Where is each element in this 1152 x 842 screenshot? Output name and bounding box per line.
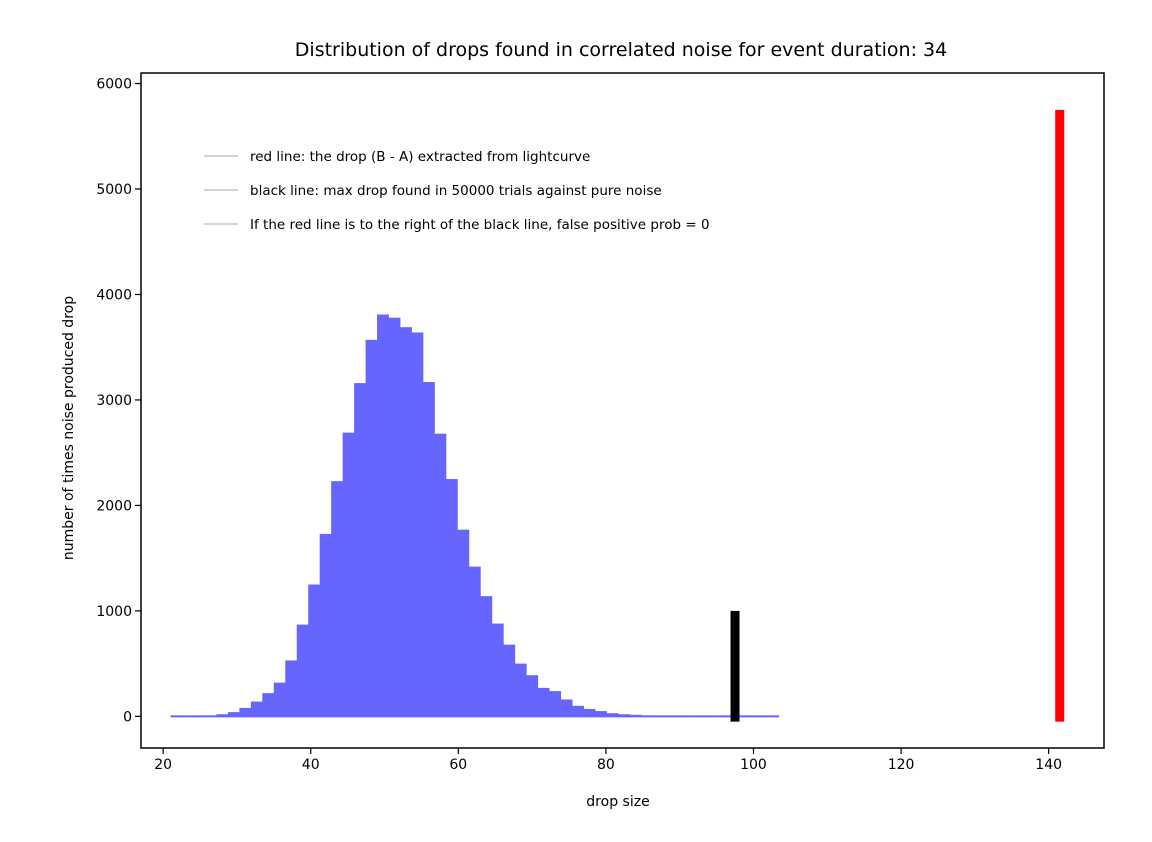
y-tick-label: 2000 (96, 498, 132, 514)
y-tick-label: 3000 (96, 393, 132, 409)
axes: 20 40 60 80 100 120 140 0 1000 2000 3000 4000 5000 60… (96, 72, 1105, 773)
histogram-bar (170, 715, 183, 718)
histogram-bar (721, 715, 734, 718)
histogram-bar (331, 481, 344, 718)
histogram-bar (365, 339, 378, 718)
plot-frame (140, 72, 1105, 749)
plot-area (170, 109, 1065, 722)
x-tick-label: 80 (597, 757, 615, 773)
legend: red line: the drop (B - A) extracted fro… (204, 149, 710, 233)
y-tick-label: 4000 (96, 287, 132, 303)
x-tick-label: 100 (740, 757, 767, 773)
y-tick-label: 5000 (96, 182, 132, 198)
histogram-bar (400, 327, 412, 718)
black-max-drop-line (730, 610, 740, 722)
histogram-bar (514, 663, 527, 718)
x-tick-label: 140 (1035, 757, 1062, 773)
x-tick-label: 20 (154, 757, 172, 773)
histogram-bar (640, 715, 653, 718)
histogram-bar (595, 711, 607, 718)
histogram-bar (273, 682, 286, 718)
legend-entry: red line: the drop (B - A) extracted fro… (250, 149, 590, 165)
y-tick-label: 0 (123, 709, 132, 725)
histogram-bar (652, 715, 665, 718)
y-tick-label: 1000 (96, 604, 132, 620)
y-axis-label: number of times noise produced drop (61, 296, 77, 560)
histogram-bar (491, 623, 504, 718)
histogram-bar (560, 699, 573, 718)
histogram-bar (181, 715, 194, 718)
histogram-bar (388, 317, 401, 718)
histogram-bar (239, 707, 252, 718)
histogram-bar (285, 660, 298, 718)
histogram-bar (606, 713, 619, 718)
histogram-bar (686, 715, 699, 718)
histogram-bar (755, 715, 768, 718)
histogram-bar (250, 701, 263, 718)
histogram-bar (675, 715, 688, 718)
legend-entry: black line: max drop found in 50000 tria… (250, 183, 662, 199)
histogram-bar (308, 584, 321, 718)
histogram-bar (457, 529, 470, 718)
histogram-bar (618, 714, 630, 718)
histogram-bar (377, 314, 389, 718)
histogram-bar (422, 382, 435, 718)
histogram-bar (342, 432, 355, 718)
histogram-bar (572, 705, 585, 718)
x-tick-label: 60 (449, 757, 467, 773)
chart-title: Distribution of drops found in correlate… (295, 39, 947, 61)
legend-entry: If the red line is to the right of the b… (250, 217, 710, 233)
histogram-bar (411, 332, 424, 718)
histogram-bar (354, 383, 366, 718)
histogram-bar (216, 714, 229, 718)
red-drop-line (1055, 109, 1065, 722)
histogram-bar (434, 433, 447, 718)
x-tick-label: 120 (888, 757, 915, 773)
histogram-bar (227, 712, 240, 718)
histogram-bar (204, 715, 217, 718)
histogram-bar (537, 687, 550, 718)
x-axis-label: drop size (586, 794, 649, 810)
histogram-bar (468, 566, 481, 718)
histogram-bar (629, 714, 642, 718)
x-tick-label: 40 (302, 757, 320, 773)
histogram-bar (445, 479, 458, 718)
histogram-bar (549, 691, 562, 718)
histogram-bar (709, 715, 722, 718)
histogram-bar (319, 533, 332, 718)
histogram-bar (480, 596, 493, 718)
histogram-bar (503, 644, 516, 718)
histogram-bar (663, 715, 676, 718)
histogram-bar (698, 715, 711, 718)
histogram-bar (744, 715, 757, 718)
histogram-bar (767, 715, 780, 718)
histogram-bar (193, 715, 206, 718)
y-tick-label: 6000 (96, 77, 132, 93)
histogram-bar (296, 624, 309, 718)
histogram-bar (526, 675, 539, 718)
histogram-bar (262, 693, 275, 718)
histogram-bar (583, 708, 596, 718)
